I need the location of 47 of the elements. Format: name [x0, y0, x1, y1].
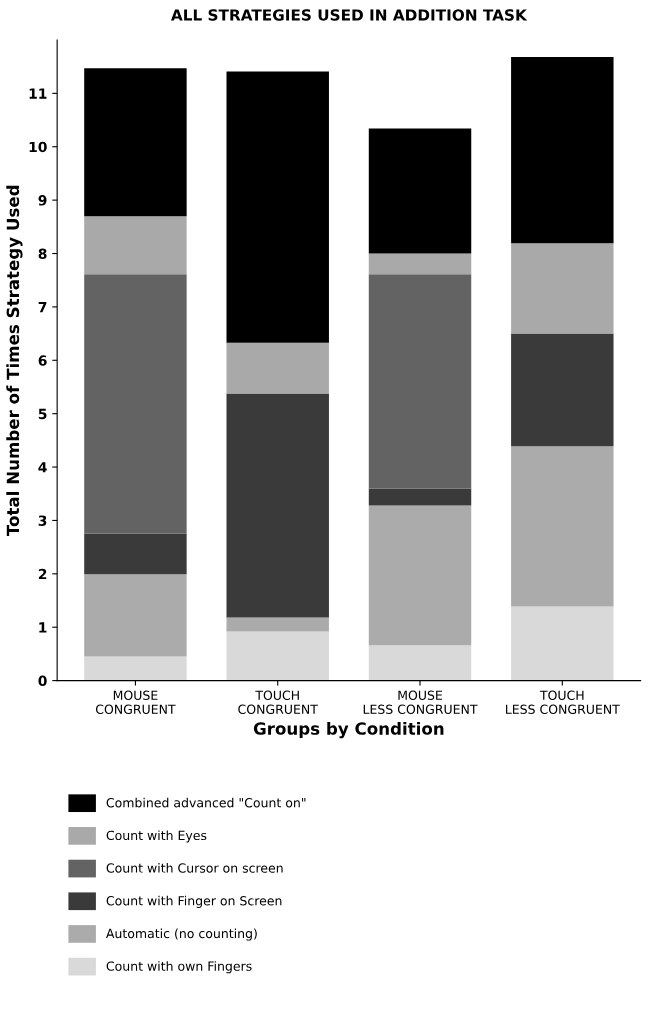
- y-tick-label: 6: [38, 355, 47, 366]
- x-tick-label: TOUCH LESS CONGRUENT: [506, 690, 620, 714]
- y-tick-label: 0: [38, 675, 47, 687]
- bar: [368, 488, 472, 506]
- bar: [84, 68, 187, 217]
- bar: [368, 274, 472, 489]
- y-tick-label: 3: [38, 515, 47, 526]
- y-tick-label: 5: [38, 408, 47, 420]
- legend-label: Combined advanced "Count on": [106, 797, 306, 808]
- bar: [511, 57, 614, 244]
- x-tick-label: TOUCH CONGRUENT: [238, 690, 318, 714]
- y-tick-label: 10: [29, 141, 47, 153]
- bar: [511, 606, 614, 681]
- y-tick-label: 7: [38, 302, 47, 313]
- bar: [84, 216, 187, 275]
- legend-label: Count with Finger on Screen: [106, 895, 282, 908]
- bar: [84, 656, 187, 681]
- bar: [511, 446, 614, 607]
- bar: [511, 333, 614, 447]
- y-tick-label: 9: [38, 195, 47, 206]
- x-tick-label: MOUSE LESS CONGRUENT: [363, 690, 478, 714]
- y-tick-label: 8: [38, 248, 47, 259]
- y-tick-label: 4: [38, 462, 47, 473]
- legend-label: Count with Cursor on screen: [106, 863, 283, 873]
- bar: [368, 645, 472, 681]
- legend-label: Count with Eyes: [106, 830, 207, 843]
- bar: [511, 243, 614, 334]
- y-tick-label: 2: [38, 568, 47, 580]
- x-tick-label: MOUSE CONGRUENT: [95, 690, 176, 714]
- x-axis-title: Groups by Condition: [253, 721, 444, 739]
- bar: [226, 393, 329, 618]
- bar: [368, 505, 472, 646]
- bar: [84, 574, 187, 657]
- bar: [368, 128, 472, 254]
- y-tick-label: 1: [39, 622, 47, 633]
- legend-label: Count with own Fingers: [106, 961, 252, 974]
- chart-title: ALL STRATEGIES USED IN ADDITION TASK: [171, 9, 528, 21]
- bar: [226, 342, 329, 394]
- bar: [84, 274, 187, 534]
- legend-label: Automatic (no counting): [106, 928, 257, 941]
- bar: [226, 631, 329, 681]
- bar: [84, 533, 187, 575]
- bar: [226, 71, 329, 343]
- bar: [368, 253, 472, 275]
- y-tick-label: 11: [29, 88, 47, 99]
- y-axis-title: Total Number of Times Strategy Used: [6, 185, 23, 537]
- bar: [226, 617, 329, 632]
